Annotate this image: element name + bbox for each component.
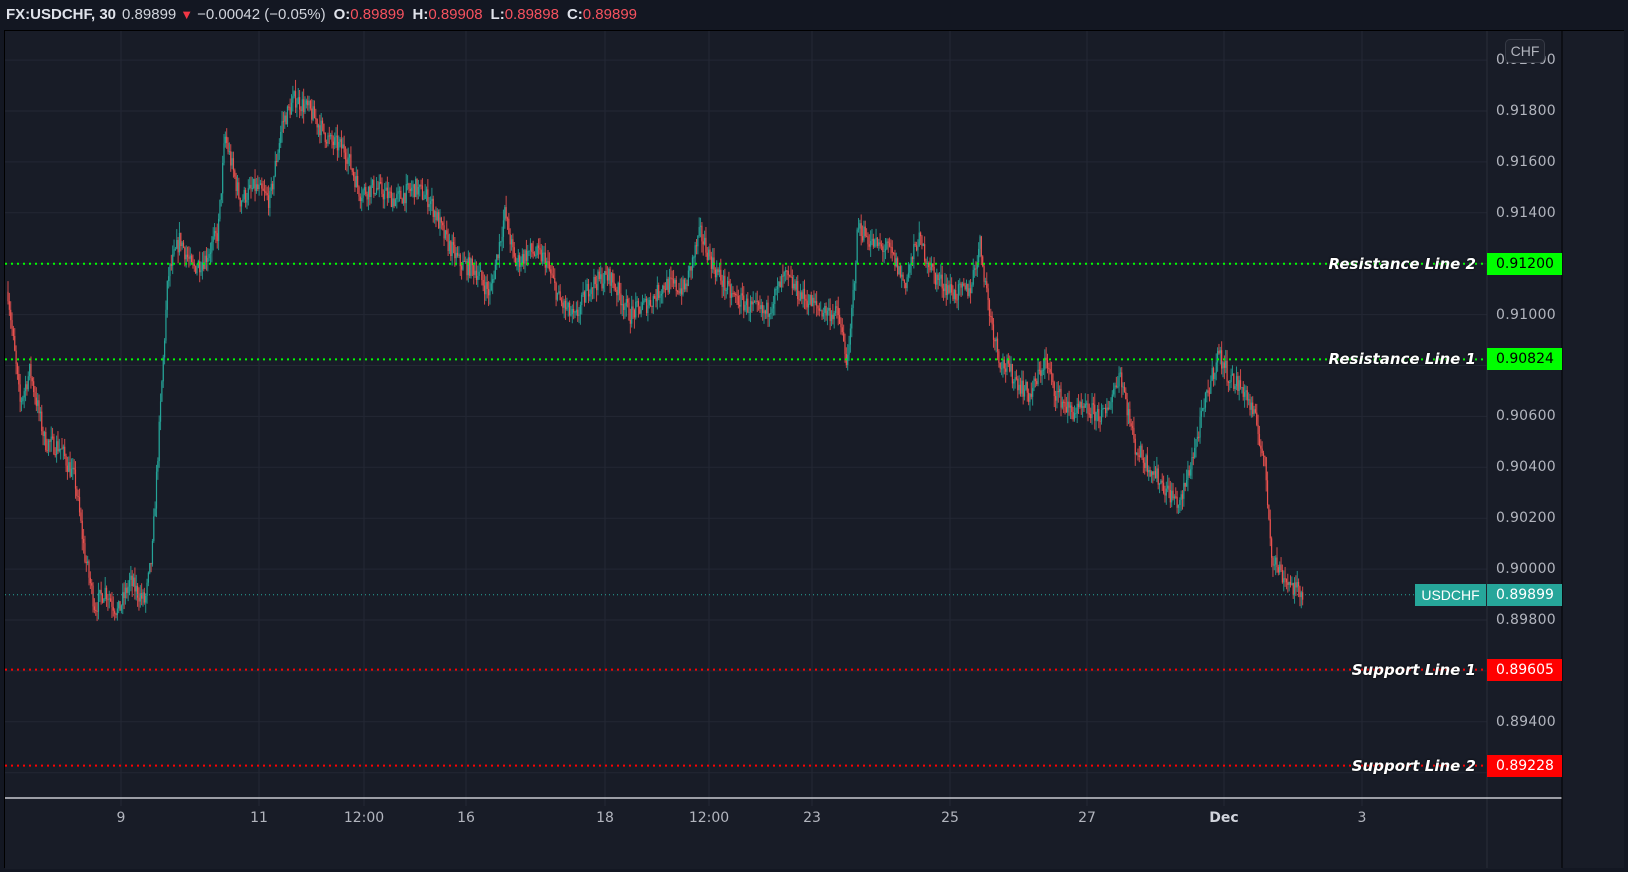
time-axis-tick: 12:00 bbox=[343, 810, 385, 826]
open-value: 0.89899 bbox=[350, 5, 405, 23]
last-price-tag: 0.89899 bbox=[1487, 583, 1562, 606]
price-axis-tick: 0.90000 bbox=[1496, 561, 1556, 578]
candles bbox=[7, 79, 1304, 622]
low-value: 0.89898 bbox=[504, 5, 559, 23]
currency-badge[interactable]: CHF bbox=[1505, 39, 1545, 63]
price-axis-tick: 0.90400 bbox=[1496, 459, 1556, 476]
low-label: L: bbox=[490, 5, 505, 23]
time-axis-tick: 18 bbox=[596, 810, 614, 826]
time-axis-tick: 3 bbox=[1357, 810, 1367, 826]
price-axis-tick: 0.90200 bbox=[1496, 510, 1556, 527]
support-line-label: Support Line 1 bbox=[1351, 660, 1476, 679]
symbol-title[interactable]: FX:USDCHF, 30 bbox=[6, 5, 117, 23]
time-axis-tick: 12:00 bbox=[688, 810, 730, 826]
price-axis-tick: 0.89800 bbox=[1496, 612, 1556, 628]
close-label: C: bbox=[566, 5, 583, 23]
resistance-price-tag: 0.91200 bbox=[1487, 252, 1562, 275]
time-axis-tick: 25 bbox=[941, 810, 959, 826]
support-price-tag: 0.89228 bbox=[1487, 754, 1562, 777]
symbol-price-tag: USDCHF bbox=[1415, 583, 1486, 606]
time-axis-tick: 27 bbox=[1078, 810, 1096, 826]
price-axis-tick: 0.91000 bbox=[1496, 306, 1556, 323]
high-value: 0.89908 bbox=[428, 5, 483, 23]
price-axis-tick: 0.91600 bbox=[1496, 153, 1556, 170]
support-price-tag: 0.89605 bbox=[1487, 658, 1562, 681]
price-axis-tick: 0.91400 bbox=[1496, 204, 1556, 221]
time-axis-tick: 9 bbox=[116, 810, 126, 826]
resistance-line-label: Resistance Line 2 bbox=[1328, 254, 1476, 273]
time-axis-tick: 11 bbox=[250, 810, 268, 826]
down-triangle-icon: ▼ bbox=[180, 6, 194, 22]
resistance-line-label: Resistance Line 1 bbox=[1328, 350, 1476, 369]
chart-header: FX:USDCHF, 30 0.89899 ▼ −0.00042 (−0.05%… bbox=[0, 0, 1628, 28]
time-axis-tick: 16 bbox=[457, 810, 475, 826]
support-line-label: Support Line 2 bbox=[1351, 756, 1476, 775]
time-axis-tick: 23 bbox=[803, 810, 821, 826]
price-axis-tick: 0.89400 bbox=[1496, 713, 1556, 730]
high-label: H: bbox=[412, 5, 429, 23]
open-label: O: bbox=[333, 5, 351, 23]
price-axis-tick: 0.91800 bbox=[1496, 103, 1556, 119]
grid bbox=[5, 31, 1487, 806]
price-axis-tick: 0.90600 bbox=[1496, 408, 1556, 425]
time-axis-tick: Dec bbox=[1209, 810, 1239, 826]
close-value: 0.89899 bbox=[582, 5, 638, 23]
last-price: 0.89899 bbox=[122, 5, 177, 23]
price-change: −0.00042 (−0.05%) bbox=[197, 5, 326, 23]
resistance-price-tag: 0.90824 bbox=[1487, 348, 1562, 371]
